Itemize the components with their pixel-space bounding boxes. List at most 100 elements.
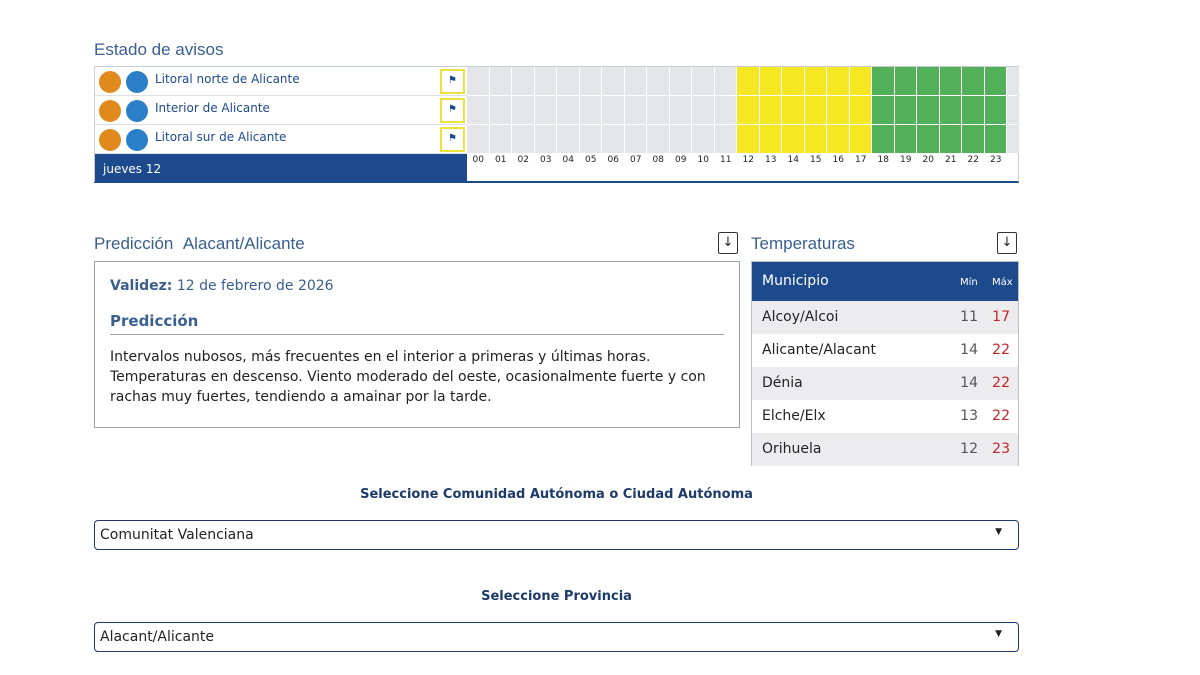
- hour-label: 17: [855, 155, 867, 165]
- hour-cell: [917, 67, 939, 95]
- hour-cell: [917, 125, 939, 153]
- hour-label: 21: [945, 155, 957, 165]
- min-temp: 13: [960, 408, 978, 424]
- hour-cell: [849, 125, 871, 153]
- hour-cell: [872, 125, 894, 153]
- day-bar: jueves 12: [95, 154, 467, 182]
- hour-cell: [894, 67, 916, 95]
- validity-label: Validez:: [110, 278, 173, 294]
- prediction-label: Predicción: [94, 234, 174, 253]
- hour-cell: [714, 67, 736, 95]
- hour-cell: [714, 125, 736, 153]
- hour-cell: [467, 67, 489, 95]
- max-temp: 22: [992, 375, 1010, 391]
- hour-label: 09: [675, 155, 687, 165]
- hour-cell: [759, 67, 781, 95]
- download-button[interactable]: ↓: [997, 232, 1017, 254]
- rss-icon: [99, 100, 121, 122]
- hour-cell: [647, 125, 669, 153]
- hour-cell: [557, 67, 579, 95]
- hour-cell: [602, 96, 624, 124]
- hour-cell: [737, 125, 759, 153]
- hour-cell: [489, 67, 511, 95]
- hour-label: 16: [832, 155, 844, 165]
- row-line: [95, 153, 467, 154]
- hour-label: 13: [765, 155, 777, 165]
- hour-cell: [467, 125, 489, 153]
- rss-icon: [126, 100, 148, 122]
- warning-icon: ⚑: [440, 98, 465, 123]
- table-row: [752, 433, 1018, 466]
- table-row: [752, 400, 1018, 433]
- row-line: [95, 95, 467, 96]
- rss-icon: [99, 129, 121, 151]
- warnings-table: Litoral norte de Alicante ⚑ Interior de Al…: [94, 66, 1019, 183]
- hour-label: 14: [787, 155, 799, 165]
- hour-label: 22: [967, 155, 979, 165]
- hour-cell: [647, 96, 669, 124]
- min-temp: 14: [960, 375, 978, 391]
- hour-cell: [714, 96, 736, 124]
- validity: 12 de febrero de 2026: [176, 278, 334, 294]
- temperatures-title: Temperaturas: [751, 234, 855, 253]
- hour-cell: [512, 96, 534, 124]
- hour-cell: [827, 67, 849, 95]
- hour-cell: [692, 125, 714, 153]
- max-temp: 17: [992, 309, 1010, 325]
- hour-cell: [804, 125, 826, 153]
- hour-cell: [624, 125, 646, 153]
- hour-cell: [827, 96, 849, 124]
- hour-cell: [647, 67, 669, 95]
- download-button[interactable]: ↓: [718, 232, 738, 254]
- hour-cell: [624, 96, 646, 124]
- hour-cell: [579, 96, 601, 124]
- min-temp: 11: [960, 309, 978, 325]
- rss-icon: [126, 129, 148, 151]
- zone-name: Litoral norte de Alicante: [155, 72, 300, 86]
- column-header: Máx: [992, 277, 1013, 288]
- hour-label: 15: [810, 155, 822, 165]
- hour-cell: [692, 96, 714, 124]
- prediction-text: Intervalos nubosos, más frecuentes en el…: [110, 349, 706, 405]
- hour-cell: [872, 96, 894, 124]
- selector-label: Seleccione Comunidad Autónoma o Ciudad A…: [360, 487, 753, 502]
- hour-cell: [534, 125, 556, 153]
- hour-cell: [1007, 96, 1019, 124]
- hour-label: 08: [652, 155, 664, 165]
- max-temp: 22: [992, 342, 1010, 358]
- dropdown[interactable]: Comunitat Valenciana ▼: [94, 520, 1019, 550]
- hour-cell: [737, 67, 759, 95]
- prediction-place: Alacant/Alicante: [182, 234, 305, 253]
- municipality: Alcoy/Alcoi: [762, 309, 839, 325]
- hour-label: 02: [517, 155, 529, 165]
- dropdown[interactable]: Alacant/Alicante ▼: [94, 622, 1019, 652]
- hour-cell: [557, 125, 579, 153]
- hour-cell: [939, 67, 961, 95]
- hour-cell: [512, 67, 534, 95]
- hour-cell: [894, 125, 916, 153]
- prediction-heading: Predicción: [110, 312, 724, 335]
- hour-cell: [872, 67, 894, 95]
- hour-cell: [939, 96, 961, 124]
- warnings-title: Estado de avisos: [94, 40, 224, 59]
- municipality: Elche/Elx: [762, 408, 826, 424]
- hour-cell: [1007, 125, 1019, 153]
- hour-cell: [579, 125, 601, 153]
- hour-label: 06: [607, 155, 619, 165]
- hour-cell: [984, 67, 1006, 95]
- hour-cell: [602, 67, 624, 95]
- municipality: Orihuela: [762, 441, 822, 457]
- hour-label: 03: [540, 155, 552, 165]
- hour-cell: [827, 125, 849, 153]
- hour-cell: [962, 96, 984, 124]
- column-header: Municipio: [762, 273, 829, 289]
- hour-cell: [849, 67, 871, 95]
- hour-cell: [962, 125, 984, 153]
- hour-label: 05: [585, 155, 597, 165]
- hour-cell: [804, 67, 826, 95]
- table-row: [752, 334, 1018, 367]
- hour-label: 04: [562, 155, 574, 165]
- hour-cell: [534, 96, 556, 124]
- dropdown-value: Alacant/Alicante: [100, 629, 215, 645]
- hour-label: 11: [720, 155, 732, 165]
